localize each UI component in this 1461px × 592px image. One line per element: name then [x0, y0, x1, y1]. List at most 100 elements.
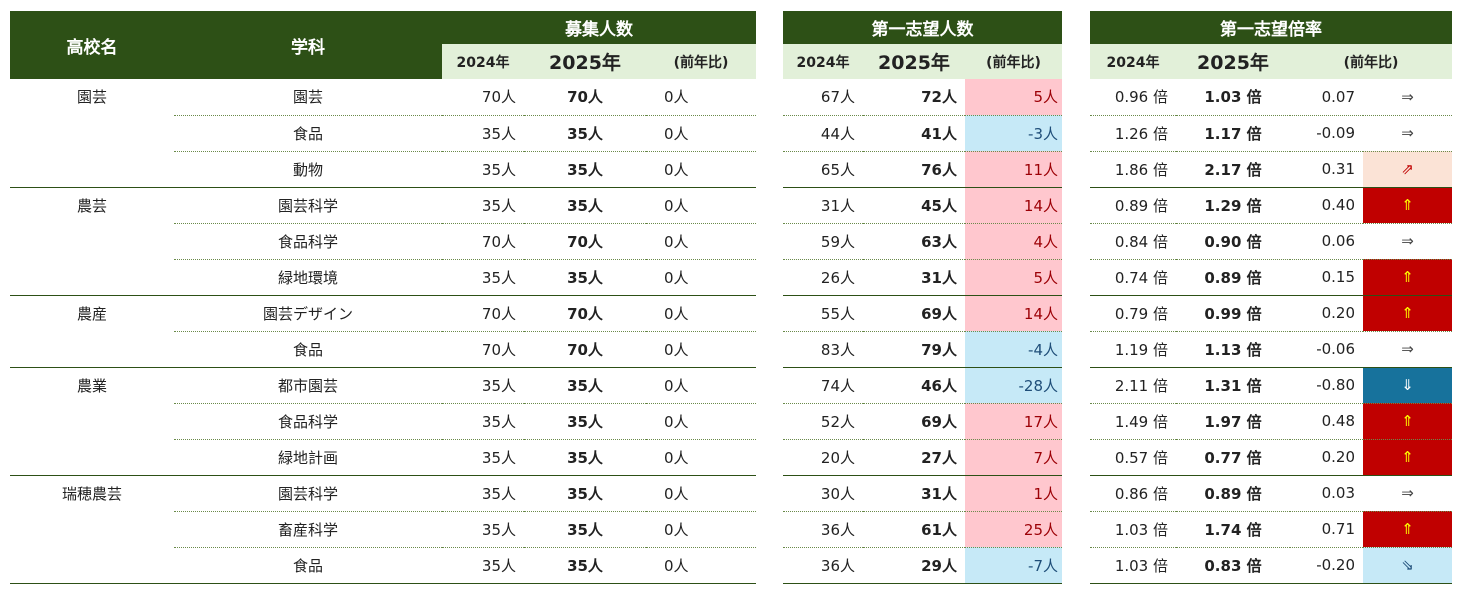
first-choice-yoy: 1人	[965, 475, 1062, 512]
arrow-up-icon: ⇑	[1363, 295, 1452, 332]
ratio-2025: 0.89 倍	[1176, 259, 1290, 296]
dept-name: 園芸科学	[174, 187, 442, 224]
school-name: 園芸	[76, 88, 107, 106]
table-row: 74人 46人 -28人	[783, 367, 1062, 404]
recruit-2025: 35人	[524, 115, 646, 152]
table-row: 67人 72人 5人	[783, 79, 1062, 116]
first-choice-2025: 46人	[863, 367, 965, 404]
dept-name: 緑地計画	[174, 439, 442, 476]
dept-name: 食品科学	[174, 403, 442, 440]
table-row: 動物 35人 35人 0人	[10, 151, 757, 188]
table-row: 55人 69人 14人	[783, 295, 1062, 332]
recruit-2024: 35人	[442, 547, 524, 584]
recruit-2025: 35人	[524, 511, 646, 548]
arrow-up-icon: ⇑	[1363, 259, 1452, 296]
ratio-2024: 1.86 倍	[1090, 151, 1176, 188]
ratio-2025: 1.74 倍	[1176, 511, 1290, 548]
ratio-2024: 0.57 倍	[1090, 439, 1176, 476]
table-row: 59人 63人 4人	[783, 223, 1062, 260]
table-row: 1.49 倍 1.97 倍 0.48 ⇑	[1090, 403, 1452, 440]
ratio-yoy: 0.40	[1290, 187, 1363, 224]
recruit-yoy-header: (前年比)	[646, 44, 757, 79]
ratio-2024: 1.19 倍	[1090, 331, 1176, 368]
first-choice-2024: 44人	[783, 115, 863, 152]
ratio-yoy: -0.09	[1290, 115, 1363, 152]
recruit-yoy: 0人	[646, 547, 757, 584]
recruit-2024: 35人	[442, 475, 524, 512]
recruit-yoy: 0人	[646, 115, 757, 152]
recruit-2024: 70人	[442, 331, 524, 368]
first-choice-yoy: 7人	[965, 439, 1062, 476]
ratio-2024: 1.49 倍	[1090, 403, 1176, 440]
recruit-2025: 70人	[524, 79, 646, 116]
ratio-2024: 0.89 倍	[1090, 187, 1176, 224]
table-row: 緑地環境 35人 35人 0人	[10, 259, 757, 296]
table-row: 1.03 倍 1.74 倍 0.71 ⇑	[1090, 511, 1452, 548]
first-choice-yoy: -7人	[965, 547, 1062, 584]
ratio-yoy: -0.06	[1290, 331, 1363, 368]
first-choice-yoy: -28人	[965, 367, 1062, 404]
first-choice-2024: 36人	[783, 511, 863, 548]
first-choice-yoy: -3人	[965, 115, 1062, 152]
table-row: 瑞穂農芸 園芸科学 35人 35人 0人	[10, 475, 757, 512]
ratio-2025: 0.99 倍	[1176, 295, 1290, 332]
recruit-yoy: 0人	[646, 511, 757, 548]
table-row: 1.19 倍 1.13 倍 -0.06 ⇒	[1090, 331, 1452, 368]
first-choice-2025: 45人	[863, 187, 965, 224]
dept-name: 食品	[174, 547, 442, 584]
table-row: 0.74 倍 0.89 倍 0.15 ⇑	[1090, 259, 1452, 296]
school-name	[10, 223, 174, 259]
recruit-2024: 70人	[442, 79, 524, 116]
dept-name: 園芸	[174, 79, 442, 116]
ratio-2024: 0.96 倍	[1090, 79, 1176, 116]
arrow-up-icon: ⇗	[1363, 151, 1452, 188]
table-row: 緑地計画 35人 35人 0人	[10, 439, 757, 476]
first-choice-2024-header: 2024年	[783, 44, 863, 79]
ratio-2025: 0.89 倍	[1176, 475, 1290, 512]
school-name	[10, 331, 174, 368]
recruit-2025: 35人	[524, 403, 646, 440]
ratio-yoy: 0.48	[1290, 403, 1363, 440]
recruit-2025: 35人	[524, 475, 646, 512]
arrow-up-icon: ⇑	[1363, 511, 1452, 548]
recruit-2024: 70人	[442, 223, 524, 260]
dept-name: 畜産科学	[174, 511, 442, 548]
recruit-2025: 35人	[524, 439, 646, 476]
recruit-2024: 35人	[442, 115, 524, 152]
first-choice-2025: 29人	[863, 547, 965, 584]
ratio-yoy: 0.20	[1290, 295, 1363, 332]
recruit-yoy: 0人	[646, 403, 757, 440]
recruit-2024: 70人	[442, 295, 524, 332]
table-row: 農産 園芸デザイン 70人 70人 0人	[10, 295, 757, 332]
dept-name: 都市園芸	[174, 367, 442, 404]
ratio-2025: 1.29 倍	[1176, 187, 1290, 224]
first-choice-yoy: 14人	[965, 295, 1062, 332]
table-row: 食品 70人 70人 0人	[10, 331, 757, 368]
ratio-2025: 1.97 倍	[1176, 403, 1290, 440]
table-row: 0.57 倍 0.77 倍 0.20 ⇑	[1090, 439, 1452, 476]
school-name: 農産	[76, 304, 107, 323]
first-choice-table: 第一志望人数 2024年 2025年 (前年比) 67人 72人 5人 44人 41人 -…	[783, 11, 1062, 584]
first-choice-yoy: 25人	[965, 511, 1062, 548]
ratio-2024-header: 2024年	[1090, 44, 1176, 79]
first-choice-2024: 31人	[783, 187, 863, 224]
first-choice-2024: 52人	[783, 403, 863, 440]
table-row: 30人 31人 1人	[783, 475, 1062, 512]
first-choice-yoy: 4人	[965, 223, 1062, 260]
dept-name: 緑地環境	[174, 259, 442, 296]
first-choice-yoy: 5人	[965, 259, 1062, 296]
school-name: 農芸	[76, 196, 107, 215]
recruit-yoy: 0人	[646, 223, 757, 260]
table-row: 0.79 倍 0.99 倍 0.20 ⇑	[1090, 295, 1452, 332]
first-choice-2024: 36人	[783, 547, 863, 584]
ratio-yoy: -0.80	[1290, 367, 1363, 404]
recruit-2024: 35人	[442, 151, 524, 188]
table-row: 0.96 倍 1.03 倍 0.07 ⇒	[1090, 79, 1452, 116]
table-row: 0.84 倍 0.90 倍 0.06 ⇒	[1090, 223, 1452, 260]
arrow-up-icon: ⇑	[1363, 187, 1452, 224]
school-name	[10, 151, 174, 188]
table-row: 20人 27人 7人	[783, 439, 1062, 476]
ratio-2025: 1.17 倍	[1176, 115, 1290, 152]
ratio-yoy: 0.31	[1290, 151, 1363, 188]
table-row: 農業 都市園芸 35人 35人 0人	[10, 367, 757, 404]
